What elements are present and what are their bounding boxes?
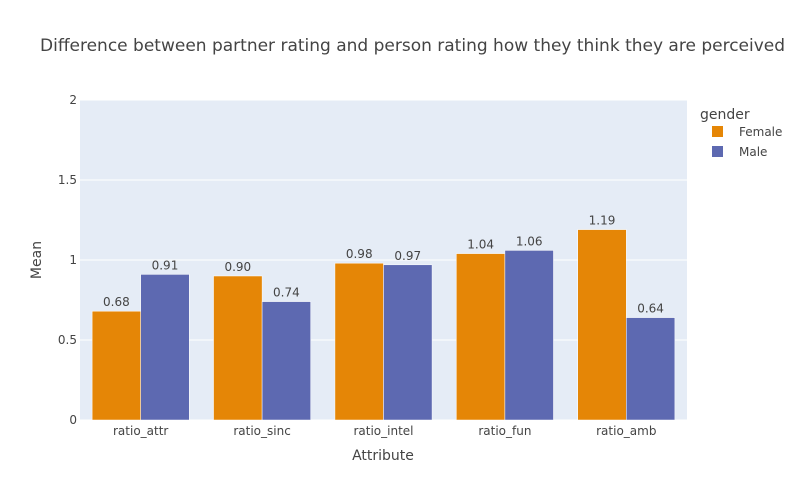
bar-male-ratio_attr xyxy=(140,274,190,421)
x-tick-label: ratio_attr xyxy=(113,424,168,438)
y-tick-label: 2 xyxy=(69,93,77,107)
bar-value-label: 0.98 xyxy=(346,247,373,261)
x-tick-label: ratio_sinc xyxy=(233,424,290,438)
bar-value-label: 1.19 xyxy=(589,214,616,228)
x-axis-ticks: ratio_attr ratio_sinc ratio_intel ratio_fun… xyxy=(113,424,656,438)
bar-female-ratio_intel xyxy=(334,262,384,421)
y-tick-label: 1 xyxy=(69,253,77,267)
bar-male-ratio_sinc xyxy=(261,301,311,421)
y-axis-title: Mean xyxy=(29,241,45,279)
bar-female-ratio_amb xyxy=(577,229,627,421)
x-tick-label: ratio_fun xyxy=(478,424,531,438)
bar-value-label: 0.64 xyxy=(637,302,664,316)
bar-female-ratio_sinc xyxy=(213,275,263,421)
x-axis-title: Attribute xyxy=(352,448,414,464)
x-tick-label: ratio_amb xyxy=(596,424,656,438)
bar-female-ratio_fun xyxy=(456,253,506,421)
bar-female-ratio_attr xyxy=(91,310,141,421)
legend-label-female: Female xyxy=(739,125,782,139)
y-tick-label: 1.5 xyxy=(58,173,77,187)
legend-title: gender xyxy=(700,107,750,123)
bar-male-ratio_fun xyxy=(504,250,554,421)
chart-title: Difference between partner rating and pe… xyxy=(40,36,785,56)
bars: 0.68 0.91 0.90 0.74 0.98 0.97 1.04 1.06 1.19 0.64 xyxy=(91,214,676,421)
bar-value-label: 0.68 xyxy=(103,295,130,309)
bar-value-label: 1.04 xyxy=(467,238,494,252)
x-tick-label: ratio_intel xyxy=(353,424,413,438)
y-tick-label: 0 xyxy=(69,413,77,427)
y-axis-ticks: 0 0.5 1 1.5 2 xyxy=(58,93,77,427)
bar-value-label: 0.97 xyxy=(394,249,421,263)
bar-value-label: 0.74 xyxy=(273,286,300,300)
bar-male-ratio_intel xyxy=(383,264,433,421)
legend-label-male: Male xyxy=(739,145,767,159)
bar-male-ratio_amb xyxy=(626,317,676,421)
y-tick-label: 0.5 xyxy=(58,333,77,347)
bar-value-label: 0.91 xyxy=(152,258,179,272)
bar-value-label: 1.06 xyxy=(516,234,543,248)
legend-swatch-female xyxy=(712,126,723,137)
legend-swatch-male xyxy=(712,146,723,157)
bar-value-label: 0.90 xyxy=(224,260,251,274)
legend: gender Female Male xyxy=(700,107,782,159)
